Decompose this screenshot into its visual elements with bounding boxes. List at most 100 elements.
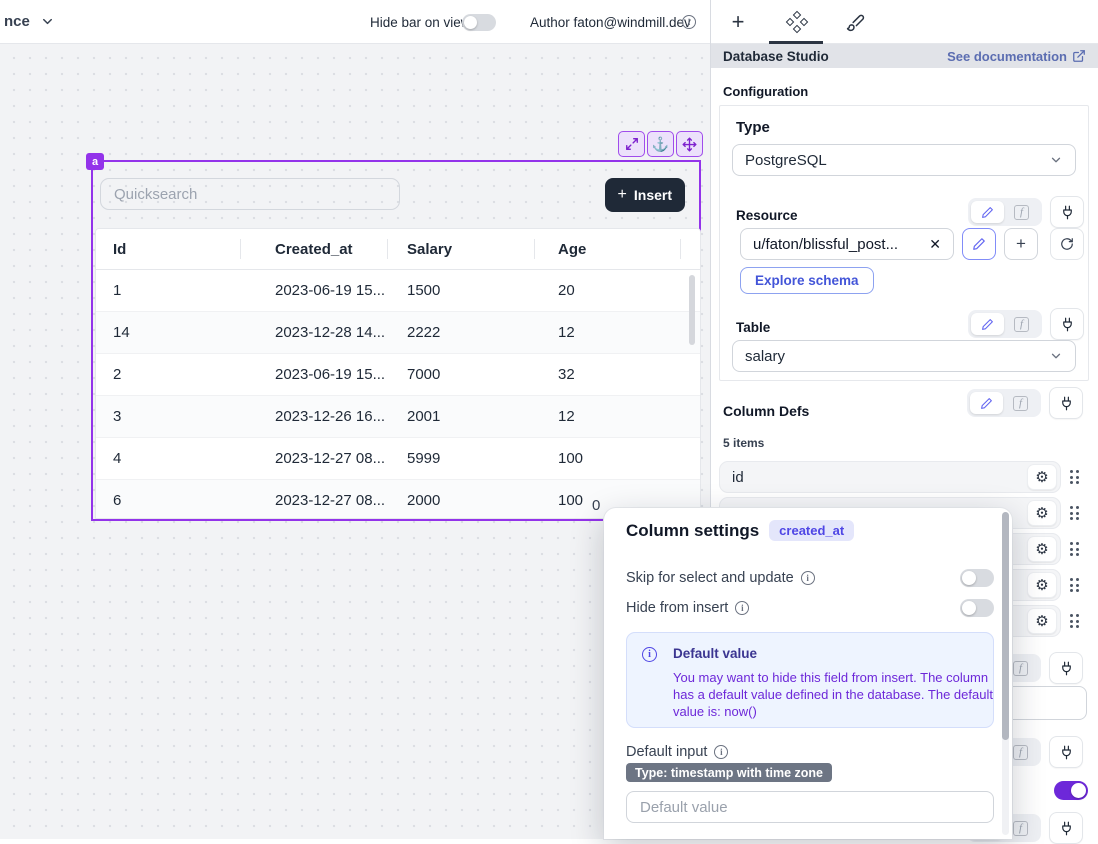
quicksearch-input[interactable]	[100, 178, 400, 210]
column-settings-gear-button[interactable]: ⚙	[1027, 572, 1057, 598]
setting-toggle-row: Skip for select and update i	[626, 568, 994, 588]
table-cell: 2000	[407, 492, 441, 509]
author-info-icon[interactable]: i	[682, 15, 696, 29]
breadcrumb-label: nce	[4, 13, 30, 30]
connect-button[interactable]	[1049, 652, 1083, 684]
column-defs-connect-button[interactable]	[1049, 387, 1083, 419]
clear-icon[interactable]: ✕	[929, 235, 941, 252]
connect-button[interactable]	[1049, 812, 1083, 844]
fx-mode[interactable]: f	[1005, 657, 1036, 679]
table-row[interactable]: 4 2023-12-27 08... 5999 100	[96, 438, 700, 480]
column-name-badge: created_at	[769, 520, 855, 541]
column-header-spacer[interactable]	[680, 229, 700, 269]
column-header[interactable]: Age	[534, 229, 680, 269]
resource-input[interactable]: u/faton/blissful_post... ✕	[740, 228, 954, 260]
resource-connect-button[interactable]	[1050, 196, 1084, 228]
table-row[interactable]: 1 2023-06-19 15... 1500 20	[96, 270, 700, 312]
column-settings-gear-button[interactable]: ⚙	[1027, 608, 1057, 634]
fx-mode[interactable]: f	[1005, 392, 1036, 414]
column-defs-label: Column Defs	[723, 403, 810, 419]
table-cell: 2001	[407, 408, 441, 425]
info-icon[interactable]: i	[735, 601, 750, 615]
expand-component-button[interactable]	[618, 131, 645, 157]
default-value-input[interactable]	[626, 791, 994, 823]
hide-bar-label: Hide bar on view	[370, 15, 471, 30]
hide-bar-toggle[interactable]	[462, 14, 496, 31]
resource-edit-button[interactable]	[962, 228, 996, 260]
column-settings-gear-button[interactable]: ⚙	[1027, 500, 1057, 526]
modal-scrollbar[interactable]	[1002, 512, 1009, 740]
drag-handle-icon[interactable]	[1070, 470, 1079, 484]
resource-edit-mode-segment[interactable]: f	[968, 198, 1042, 226]
anchor-icon: ⚓	[651, 136, 670, 152]
drag-handle-icon[interactable]	[1070, 542, 1079, 556]
column-settings-gear-button[interactable]: ⚙	[1027, 536, 1057, 562]
fx-mode[interactable]: f	[1005, 741, 1036, 763]
table-row[interactable]: 14 2023-12-28 14... 2222 12	[96, 312, 700, 354]
type-select[interactable]: PostgreSQL	[732, 144, 1076, 176]
default-value-info-box: i Default value You may want to hide thi…	[626, 632, 994, 728]
table-edit-mode-segment[interactable]: f	[968, 310, 1042, 338]
tab-component-settings[interactable]	[785, 10, 809, 34]
plus-icon: +	[731, 9, 745, 34]
info-icon[interactable]: i	[800, 571, 815, 585]
move-component-button[interactable]	[676, 131, 703, 157]
resource-input-value: u/faton/blissful_post...	[753, 235, 899, 253]
table-header-row: Id Created_at Salary Age	[96, 229, 700, 270]
default-input-label: Default input	[626, 744, 708, 760]
see-documentation-label: See documentation	[947, 48, 1067, 64]
anchor-component-button[interactable]: ⚓	[647, 131, 674, 157]
data-table[interactable]: Id Created_at Salary Age 1 2023-06-19 15... 1…	[95, 228, 701, 519]
table-cell: 2023-12-27 08...	[275, 450, 386, 467]
plug-icon	[1061, 745, 1071, 759]
pencil-mode-active[interactable]	[970, 392, 1003, 414]
pencil-mode-active[interactable]	[971, 201, 1004, 223]
panel-toggle-on[interactable]	[1054, 781, 1088, 800]
resource-refresh-button[interactable]	[1050, 228, 1084, 260]
table-cell: 12	[558, 408, 575, 425]
gear-icon: ⚙	[1035, 577, 1049, 594]
plug-icon	[1062, 205, 1072, 219]
pencil-icon	[981, 397, 992, 409]
column-defs-edit-mode-segment[interactable]: f	[967, 389, 1041, 417]
see-documentation-link[interactable]: See documentation	[947, 49, 1086, 64]
fx-mode[interactable]: f	[1005, 817, 1036, 839]
column-settings-gear-button[interactable]: ⚙	[1027, 464, 1057, 490]
table-scrollbar[interactable]	[689, 275, 695, 345]
column-def-item[interactable]: id ⚙	[719, 461, 1061, 493]
insert-button[interactable]: + Insert	[604, 178, 685, 212]
column-header[interactable]: Id	[113, 240, 127, 258]
resource-add-button[interactable]: +	[1004, 228, 1038, 260]
table-row[interactable]: 6 2023-12-27 08... 2000 100	[96, 480, 700, 518]
drag-handle-icon[interactable]	[1070, 506, 1079, 520]
column-header[interactable]: Created_at	[240, 229, 387, 269]
tab-add-component[interactable]: +	[727, 9, 749, 34]
table-cell: 2222	[407, 324, 441, 341]
table-row[interactable]: 3 2023-12-26 16... 2001 12	[96, 396, 700, 438]
drag-handle-icon[interactable]	[1070, 614, 1079, 628]
drag-handle-icon[interactable]	[1070, 578, 1079, 592]
table-select[interactable]: salary	[732, 340, 1076, 372]
column-header[interactable]: Salary	[387, 229, 534, 269]
component-type-title: Database Studio	[723, 48, 829, 64]
components-icon	[785, 10, 809, 34]
pencil-mode-active[interactable]	[971, 313, 1004, 335]
table-cell: 12	[558, 324, 575, 341]
fx-mode[interactable]: f	[1006, 201, 1037, 223]
setting-toggle[interactable]	[960, 599, 994, 617]
setting-toggle[interactable]	[960, 569, 994, 587]
explore-schema-button[interactable]: Explore schema	[740, 267, 874, 294]
plug-icon	[1061, 821, 1071, 835]
connect-button[interactable]	[1049, 736, 1083, 768]
breadcrumb[interactable]: nce	[4, 13, 55, 30]
tab-styling[interactable]	[844, 11, 866, 33]
column-settings-modal: Column settings created_at Skip for sele…	[604, 508, 1012, 839]
info-icon[interactable]: i	[714, 745, 729, 759]
fx-mode[interactable]: f	[1006, 313, 1037, 335]
insert-button-label: Insert	[633, 187, 672, 203]
table-connect-button[interactable]	[1050, 308, 1084, 340]
gear-icon: ⚙	[1035, 613, 1049, 630]
table-row[interactable]: 2 2023-06-19 15... 7000 32	[96, 354, 700, 396]
